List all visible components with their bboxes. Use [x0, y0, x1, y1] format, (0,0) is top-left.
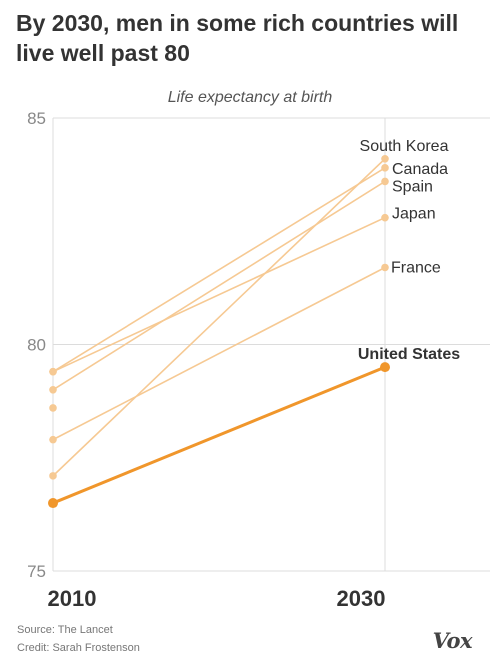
data-point-united-states	[380, 362, 390, 373]
series-label-south-korea: South Korea	[360, 138, 449, 155]
series-label-japan: Japan	[392, 206, 436, 223]
data-point-spain	[49, 386, 57, 394]
data-point-france	[49, 435, 57, 444]
series-label-canada: Canada	[392, 161, 448, 178]
series-line-united-states	[52, 365, 386, 505]
series-line-south-korea	[52, 158, 386, 477]
data-point-japan	[381, 213, 389, 222]
data-point-japan	[49, 367, 57, 376]
series-label-france: France	[391, 259, 441, 276]
y-tick-label: 80	[27, 336, 46, 355]
data-point-spain	[381, 177, 389, 186]
data-point-united-states	[48, 498, 58, 509]
chart-subtitle: Life expectancy at birth	[167, 89, 333, 106]
data-point-south-korea	[381, 154, 389, 163]
vox-logo: Vox	[432, 628, 473, 653]
x-tick-label: 2010	[48, 586, 97, 611]
data-point-france	[381, 263, 389, 272]
y-tick-label: 85	[27, 109, 46, 128]
x-tick-label: 2030	[337, 586, 386, 611]
y-tick-label: 75	[27, 562, 46, 581]
data-point-canada	[381, 164, 389, 172]
series-line-spain	[52, 180, 386, 391]
source-text: Source: The Lancet	[17, 624, 113, 636]
data-point	[49, 404, 57, 412]
credit-text: Credit: Sarah Frostenson	[17, 642, 140, 654]
series-label-spain: Spain	[392, 178, 433, 195]
series-line-japan	[52, 216, 386, 373]
series-label-united-states: United States	[358, 346, 460, 363]
data-point-south-korea	[49, 472, 57, 480]
series-line-france	[52, 266, 386, 441]
series-line-canada	[52, 167, 386, 373]
chart-title: By 2030, men in some rich countries will…	[16, 10, 459, 66]
